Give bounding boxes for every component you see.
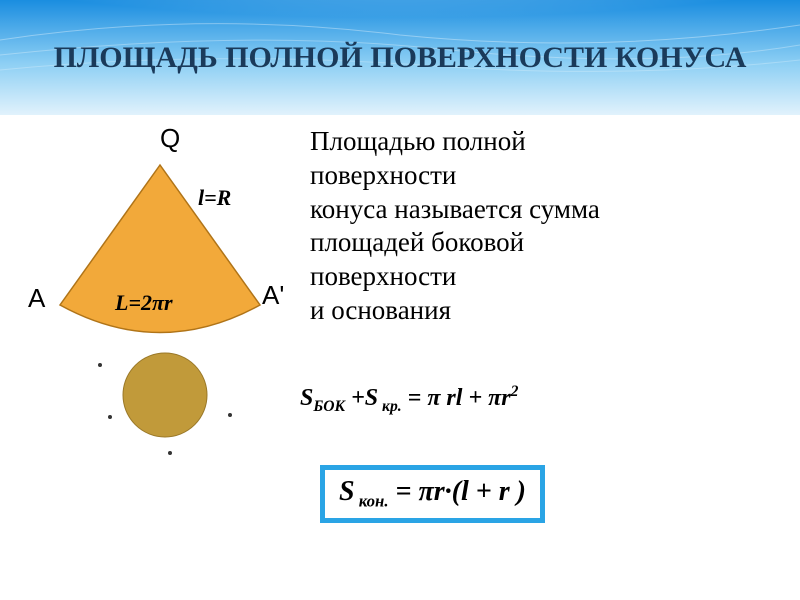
f1-s: S <box>300 385 313 411</box>
formula-final-box: S кон. = πr·(l + r ) <box>320 465 545 523</box>
label-l-equals-R: l=R <box>198 185 231 211</box>
f2-kon: кон. <box>355 492 389 511</box>
f2-s: S <box>339 476 355 507</box>
f1-bok: БОК <box>313 398 345 415</box>
definition-text: Площадью полной поверхности конуса назыв… <box>310 125 780 328</box>
f1-sq: 2 <box>511 383 519 400</box>
slide-title: ПЛОЩАДЬ ПОЛНОЙ ПОВЕРХНОСТИ КОНУСА <box>34 30 767 86</box>
def-line2: поверхности <box>310 160 456 190</box>
label-A-prime: A' <box>262 280 284 311</box>
label-L-equals-2pir: L=2πr <box>115 290 173 316</box>
label-A: A <box>28 283 45 314</box>
base-circle-shape <box>123 353 207 437</box>
def-line6: и основания <box>310 295 451 325</box>
label-Q: Q <box>160 123 180 154</box>
formula-sum: SБОК +S кр. = π rl + πr2 <box>300 383 518 416</box>
slide-header: ПЛОЩАДЬ ПОЛНОЙ ПОВЕРХНОСТИ КОНУСА <box>0 0 800 115</box>
f1-s2: S <box>365 385 378 411</box>
slide-content: Q A A' l=R L=2πr Площадью полной поверхн… <box>0 115 800 600</box>
def-line3: конуса называется сумма <box>310 194 600 224</box>
f2-rest: = πr·(l + r ) <box>389 476 526 507</box>
def-line5: поверхности <box>310 261 456 291</box>
def-line1: Площадью полной <box>310 126 526 156</box>
def-line4: площадей боковой <box>310 227 524 257</box>
cone-diagram: Q A A' l=R L=2πr <box>10 115 300 475</box>
f1-kr: кр. <box>378 398 402 415</box>
f1-plus: + <box>345 385 365 411</box>
f1-eq: = π rl + πr <box>402 385 511 411</box>
